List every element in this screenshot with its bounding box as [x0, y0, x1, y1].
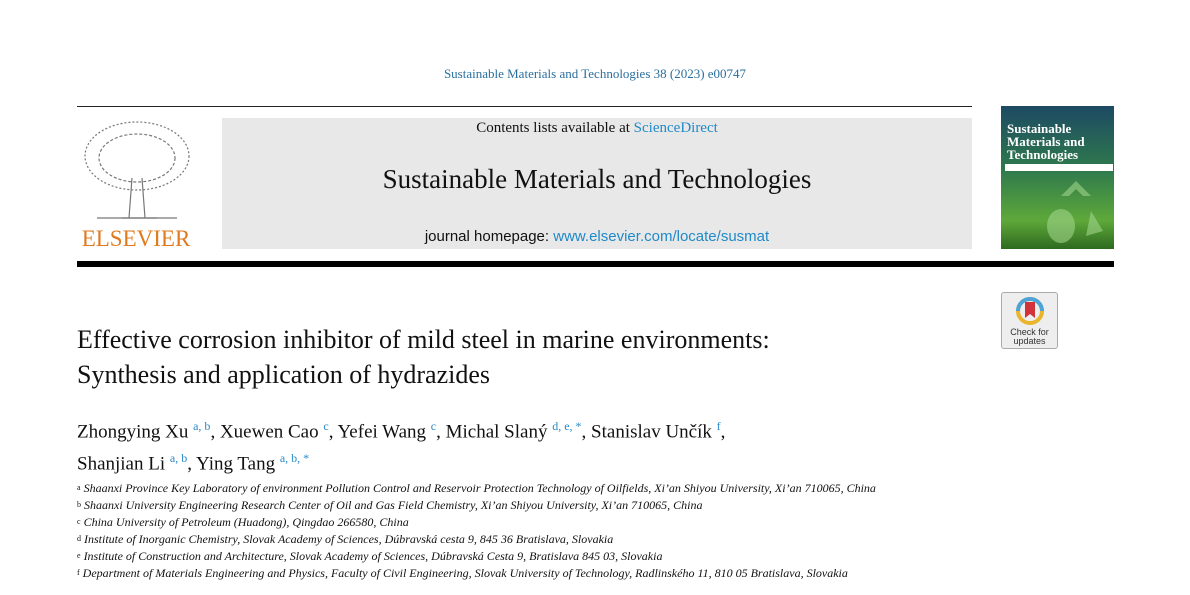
author[interactable]: Stanislav Unčík: [591, 421, 712, 443]
affiliation: e Institute of Construction and Architect…: [77, 548, 876, 565]
separator: ,: [436, 421, 446, 443]
journal-cover[interactable]: Sustainable Materials and Technologies: [1001, 106, 1114, 249]
cover-editors-bar: [1005, 164, 1113, 171]
cover-title-line: Sustainable: [1007, 121, 1072, 136]
author-affiliation-ref[interactable]: c: [323, 419, 329, 433]
article-title: Effective corrosion inhibitor of mild st…: [77, 322, 770, 392]
title-line: Synthesis and application of hydrazides: [77, 360, 491, 389]
author-affiliation-ref[interactable]: f: [716, 419, 721, 433]
cover-title-line: Technologies: [1007, 147, 1079, 162]
affiliation-text: Shaanxi Province Key Laboratory of envir…: [83, 481, 876, 495]
affiliation-label: e: [77, 550, 81, 560]
author-affiliation-ref[interactable]: d, e, *: [552, 419, 582, 433]
separator: ,: [210, 421, 220, 443]
elsevier-tree-logo: [84, 121, 190, 219]
author[interactable]: Zhongying Xu: [77, 421, 189, 443]
affiliation-text: Shaanxi University Engineering Research …: [84, 497, 703, 512]
sciencedirect-link[interactable]: ScienceDirect: [633, 120, 718, 136]
affiliation-label: b: [77, 499, 81, 509]
affiliation: b Shaanxi University Engineering Research…: [77, 497, 876, 514]
author-affiliation-ref[interactable]: a, b: [193, 419, 211, 433]
check-for-updates-button[interactable]: Check for updates: [1001, 292, 1058, 349]
author[interactable]: Xuewen Cao: [219, 421, 319, 443]
affiliation-label: a: [77, 483, 81, 492]
author[interactable]: Michal Slaný: [445, 421, 548, 443]
title-line: Effective corrosion inhibitor of mild st…: [77, 325, 770, 354]
check-updates-label: Check for: [1010, 327, 1049, 337]
separator: ,: [720, 421, 726, 443]
journal-header-box: Contents lists available at ScienceDirec…: [222, 118, 972, 249]
affiliation: d Institute of Inorganic Chemistry, Slova…: [77, 531, 876, 548]
thick-divider: [77, 261, 1114, 267]
recycle-icon: [1047, 181, 1103, 243]
separator: ,: [328, 421, 338, 443]
check-updates-icon: [1015, 297, 1044, 325]
affiliation-label: f: [77, 567, 80, 577]
homepage-link[interactable]: www.elsevier.com/locate/susmat: [553, 228, 770, 245]
affiliation-text: Department of Materials Engineering and …: [82, 565, 848, 580]
author-list: Zhongying Xu a, b, Xuewen Cao c, Yefei W…: [77, 413, 725, 478]
author[interactable]: Ying Tang: [196, 453, 276, 475]
author-affiliation-ref[interactable]: a, b, *: [279, 451, 310, 466]
journal-title: Sustainable Materials and Technologies: [382, 164, 812, 194]
contents-label: Contents lists available at: [476, 120, 634, 136]
affiliation-text: Institute of Inorganic Chemistry, Slovak…: [84, 531, 614, 546]
check-updates-label: updates: [1013, 336, 1046, 346]
separator: ,: [187, 453, 197, 475]
author[interactable]: Yefei Wang: [337, 421, 427, 443]
author[interactable]: Shanjian Li: [77, 453, 166, 475]
elsevier-logo-text: ELSEVIER: [81, 226, 191, 251]
homepage-label: journal homepage:: [424, 228, 554, 245]
separator: ,: [581, 421, 592, 443]
affiliation-label: d: [77, 533, 81, 543]
journal-reference[interactable]: Sustainable Materials and Technologies 3…: [443, 66, 747, 81]
affiliation: a Shaanxi Province Key Laboratory of envi…: [77, 480, 876, 497]
affiliation: c China University of Petroleum (Huadong)…: [77, 514, 876, 531]
cover-title-line: Materials and: [1007, 134, 1085, 149]
author-affiliation-ref[interactable]: a, b: [169, 451, 188, 466]
affiliation-text: Institute of Construction and Architectu…: [83, 548, 663, 563]
affiliation-label: c: [77, 516, 81, 526]
affiliation-text: China University of Petroleum (Huadong),…: [83, 514, 409, 529]
affiliation: f Department of Materials Engineering and…: [77, 565, 876, 582]
author-affiliation-ref[interactable]: c: [430, 419, 437, 433]
affiliation-list: a Shaanxi Province Key Laboratory of envi…: [77, 480, 876, 581]
divider: [77, 106, 972, 107]
